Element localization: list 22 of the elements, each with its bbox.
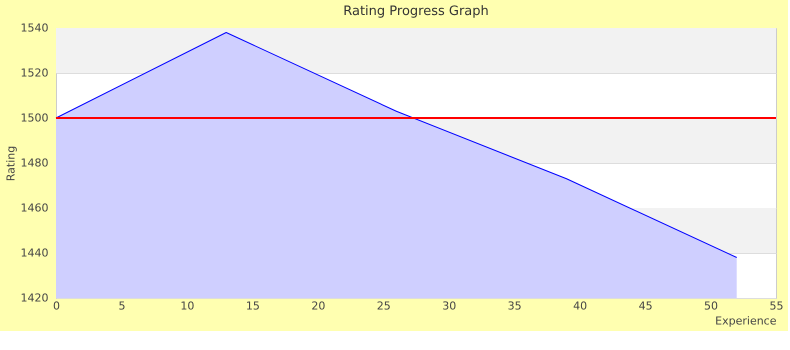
x-tick-label: 35 [508,300,522,312]
x-tick-label: 55 [770,300,784,312]
x-tick-label: 0 [53,300,60,312]
y-axis-title: Rating [4,146,18,182]
x-tick-label: 20 [311,300,326,312]
y-tick-label: 1420 [20,292,48,304]
y-tick-label: 1500 [20,112,48,124]
y-tick-label: 1480 [20,156,48,170]
x-tick-label: 50 [704,300,718,312]
x-tick-label: 25 [376,300,391,312]
chart-title: Rating Progress Graph [343,4,489,19]
x-axis-title: Experience [715,314,777,328]
y-tick-label: 1460 [20,202,48,214]
x-tick-label: 40 [573,300,588,312]
x-tick-label: 15 [246,300,260,312]
y-tick-label: 1520 [20,66,48,80]
y-tick-label: 1440 [20,246,48,260]
x-tick-label: 30 [442,300,456,312]
y-tick-label: 1540 [20,22,48,34]
x-tick-label: 45 [638,300,653,312]
x-tick-label: 10 [180,300,194,312]
x-tick-label: 5 [118,300,126,312]
